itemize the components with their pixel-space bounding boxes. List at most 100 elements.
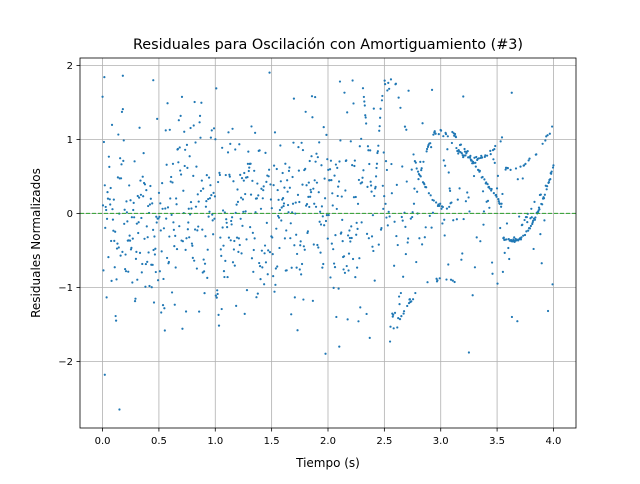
data-point xyxy=(455,146,458,150)
data-point xyxy=(210,194,213,197)
data-point xyxy=(337,180,341,183)
data-point xyxy=(305,203,309,206)
y-tick-label: −2 xyxy=(58,357,73,368)
data-point xyxy=(239,217,242,220)
data-point xyxy=(278,246,281,250)
data-point xyxy=(368,336,371,339)
data-point xyxy=(501,192,504,196)
data-point xyxy=(442,159,445,162)
data-point xyxy=(416,170,420,173)
data-point xyxy=(362,95,365,99)
data-point xyxy=(315,152,318,155)
data-point xyxy=(253,237,256,240)
data-point xyxy=(488,187,491,190)
data-point xyxy=(115,247,119,250)
data-point xyxy=(238,243,241,247)
data-point xyxy=(277,198,280,201)
data-point xyxy=(242,179,245,182)
data-point xyxy=(221,226,224,229)
data-point xyxy=(443,218,446,221)
data-point xyxy=(353,159,356,162)
data-point xyxy=(413,187,416,190)
data-point xyxy=(247,150,250,153)
data-point xyxy=(482,223,485,226)
data-point xyxy=(334,234,337,237)
data-point xyxy=(390,192,393,195)
data-point xyxy=(491,272,494,275)
data-point xyxy=(323,197,327,200)
data-point xyxy=(165,217,168,220)
data-point xyxy=(514,167,518,170)
data-point xyxy=(212,127,216,130)
data-point xyxy=(443,234,446,237)
data-point xyxy=(523,164,526,167)
data-point xyxy=(444,164,447,167)
data-point xyxy=(329,159,333,162)
data-point xyxy=(235,304,238,307)
data-point xyxy=(203,262,207,265)
data-point xyxy=(498,202,501,205)
data-point xyxy=(350,236,353,240)
data-point xyxy=(158,215,161,218)
data-point xyxy=(174,266,177,269)
data-point xyxy=(352,102,355,105)
data-point xyxy=(124,268,127,271)
data-point xyxy=(359,306,362,309)
data-point xyxy=(516,178,519,181)
data-point xyxy=(519,238,523,241)
data-point xyxy=(445,278,448,281)
data-point xyxy=(496,282,499,285)
data-point xyxy=(540,262,543,265)
data-point xyxy=(393,220,396,223)
data-point xyxy=(458,187,461,190)
data-point xyxy=(225,221,228,224)
data-point xyxy=(333,174,336,177)
data-point xyxy=(198,114,202,117)
data-point xyxy=(241,224,244,227)
data-point xyxy=(221,209,225,212)
data-point xyxy=(145,225,148,228)
data-point xyxy=(447,263,450,266)
data-point xyxy=(231,127,234,130)
data-point xyxy=(211,213,214,216)
data-point xyxy=(157,191,161,194)
data-point xyxy=(112,198,115,201)
data-point xyxy=(320,164,323,167)
x-tick-label: 4.0 xyxy=(546,436,562,447)
data-point xyxy=(529,224,532,228)
data-point xyxy=(198,121,201,124)
data-point xyxy=(338,80,342,83)
data-point xyxy=(404,252,407,256)
data-point xyxy=(229,142,232,145)
data-point xyxy=(342,268,345,271)
data-point xyxy=(314,95,317,99)
x-tick-label: 1.5 xyxy=(264,436,280,447)
data-point xyxy=(388,87,391,90)
data-point xyxy=(396,326,399,329)
data-point xyxy=(256,182,259,185)
data-point xyxy=(421,243,424,246)
data-point xyxy=(201,228,204,231)
data-point xyxy=(350,225,353,228)
data-point xyxy=(382,151,385,154)
data-point xyxy=(448,187,451,190)
data-point xyxy=(275,227,278,230)
data-point xyxy=(272,184,275,187)
data-point xyxy=(265,180,268,184)
data-point xyxy=(133,160,136,163)
data-point xyxy=(139,193,143,196)
data-point xyxy=(250,125,253,128)
data-point xyxy=(258,261,261,265)
data-point xyxy=(405,128,408,131)
data-point xyxy=(420,169,423,172)
data-point xyxy=(223,275,226,279)
data-point xyxy=(216,289,219,292)
data-point xyxy=(194,205,198,208)
data-point xyxy=(131,237,134,240)
data-point xyxy=(460,258,463,261)
data-point xyxy=(551,166,555,169)
data-point xyxy=(459,143,463,146)
data-point xyxy=(371,214,375,217)
data-point xyxy=(352,196,356,199)
data-point xyxy=(300,141,303,144)
